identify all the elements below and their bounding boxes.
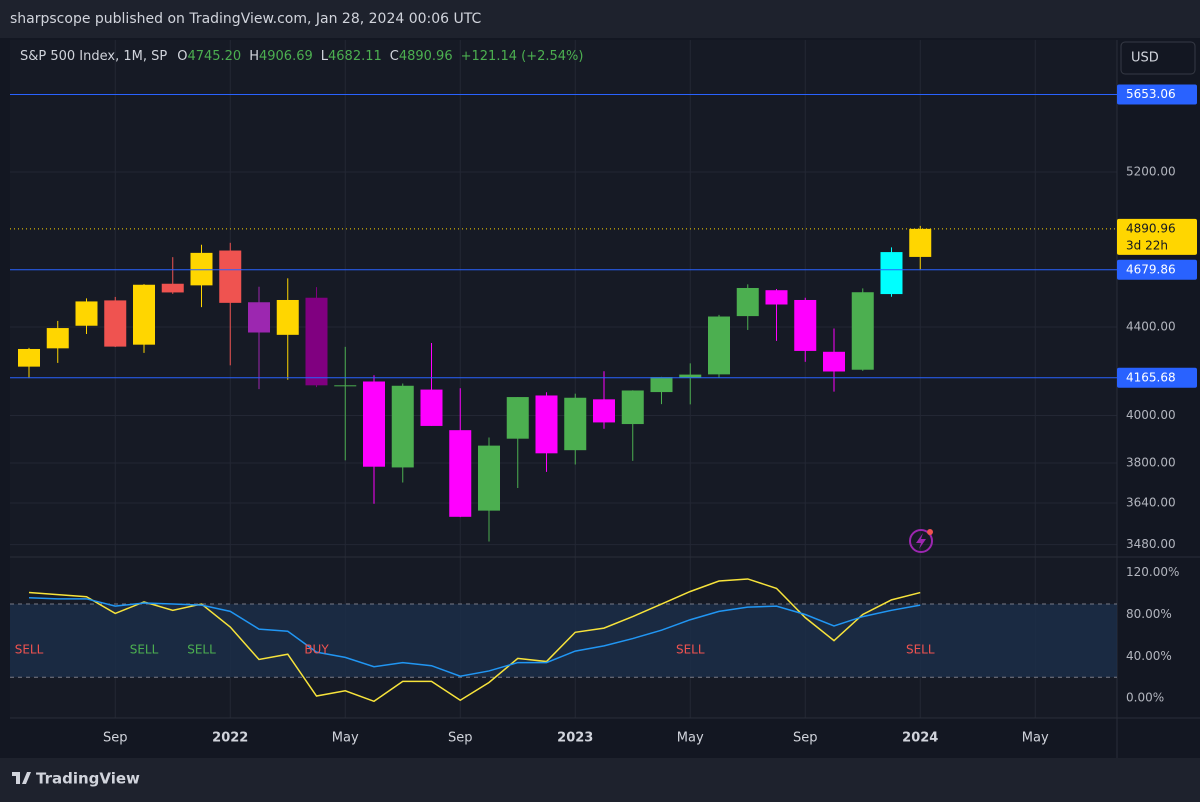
candle-body [219, 250, 242, 303]
y-tick-label: 4400.00 [1126, 320, 1176, 334]
candle-body [679, 374, 702, 378]
last-price-label: 4890.96 [1126, 221, 1176, 235]
candle-body [18, 348, 40, 367]
candle-body [708, 316, 730, 375]
y-tick-label: 120.00% [1126, 565, 1179, 579]
candle-body [363, 381, 385, 467]
alert-icon[interactable] [909, 529, 933, 553]
candle-body [161, 283, 184, 293]
publish-info: sharpscope published on TradingView.com,… [10, 11, 481, 27]
x-tick-label: 2022 [212, 731, 248, 746]
x-tick-label: Sep [448, 731, 473, 746]
currency[interactable]: USD [1131, 51, 1159, 66]
candle-body [248, 302, 270, 333]
candle-body [133, 284, 155, 345]
candle-body [104, 300, 127, 347]
y-tick-label: 0.00% [1126, 691, 1164, 705]
x-tick-label: 2024 [902, 731, 938, 746]
y-tick-label: 80.00% [1126, 607, 1172, 621]
signal-label: SELL [187, 643, 216, 657]
level-label: 4679.86 [1126, 262, 1176, 276]
y-tick-label: 40.00% [1126, 649, 1172, 663]
legend-value: 4906.69 [259, 49, 313, 64]
level-label: 4165.68 [1126, 370, 1176, 384]
x-tick-label: May [1022, 731, 1049, 746]
alert-circle[interactable] [909, 529, 933, 553]
candle-body [823, 351, 845, 372]
top-bar [0, 0, 1200, 38]
signal-label: SELL [676, 643, 705, 657]
candle-body [880, 252, 903, 295]
level-label-box [1117, 367, 1197, 388]
candle-body [46, 328, 69, 349]
legend-key: O [177, 49, 187, 64]
indicator-line [28, 578, 921, 703]
legend-key: H [249, 49, 259, 64]
indicator-line [28, 597, 921, 677]
legend-symbol: S&P 500 Index, 1M, SP [20, 49, 167, 64]
legend: S&P 500 Index, 1M, SP O4745.20 H4906.69 L46… [20, 49, 583, 64]
band-fill [10, 604, 1117, 678]
brand-logo [12, 772, 31, 784]
candle-body [621, 390, 644, 425]
legend-value: 4890.96 [399, 49, 453, 64]
signal-label: SELL [906, 643, 935, 657]
signal-label: SELL [130, 643, 159, 657]
candle-body [334, 385, 357, 387]
y-tick-label: 5200.00 [1126, 165, 1176, 179]
legend-change: +121.14 (+2.54%) [461, 49, 584, 64]
y-tick-label: 3800.00 [1126, 456, 1176, 470]
x-tick-label: May [677, 731, 704, 746]
alert-dot[interactable] [927, 529, 933, 535]
candle-body [535, 395, 558, 454]
x-tick-label: Sep [793, 731, 818, 746]
candle-body [75, 301, 98, 326]
candle-body [391, 385, 414, 468]
x-tick-label: Sep [103, 731, 128, 746]
candle-body [420, 389, 443, 426]
candle-body [794, 299, 817, 351]
candle-body [276, 299, 299, 335]
candle-body [449, 430, 472, 517]
legend-value: 4682.11 [328, 49, 382, 64]
candle-body [478, 445, 500, 511]
candle-body [506, 397, 529, 439]
currency-button[interactable] [1120, 41, 1196, 75]
y-tick-label: 4000.00 [1126, 408, 1176, 422]
candle-body [909, 228, 932, 257]
candle-body [593, 399, 615, 423]
legend-value: 4745.20 [187, 49, 241, 64]
signal-label: SELL [15, 643, 44, 657]
alert-bolt[interactable] [916, 533, 926, 549]
x-tick-label: May [332, 731, 359, 746]
candle-body [736, 287, 759, 317]
bottom-bar [0, 758, 1200, 802]
y-tick-label: 3640.00 [1126, 495, 1176, 509]
candle-body [305, 297, 328, 386]
brand: TradingView [36, 770, 140, 788]
candle-body [851, 292, 874, 370]
candle-body [650, 377, 673, 393]
signal-label: BUY [304, 643, 329, 657]
y-tick-label: 3480.00 [1126, 537, 1176, 551]
last-price-box [1117, 218, 1197, 255]
level-label-box [1117, 259, 1197, 280]
level-label-box [1117, 84, 1197, 105]
candle-body [564, 397, 587, 451]
legend-key: L [321, 49, 329, 64]
brand-mark [12, 772, 31, 784]
countdown: 3d 22h [1126, 238, 1168, 252]
candle-body [190, 252, 213, 286]
legend-key: C [390, 49, 399, 64]
candle-body [765, 290, 788, 305]
level-label: 5653.06 [1126, 87, 1176, 101]
x-tick-label: 2023 [557, 731, 593, 746]
